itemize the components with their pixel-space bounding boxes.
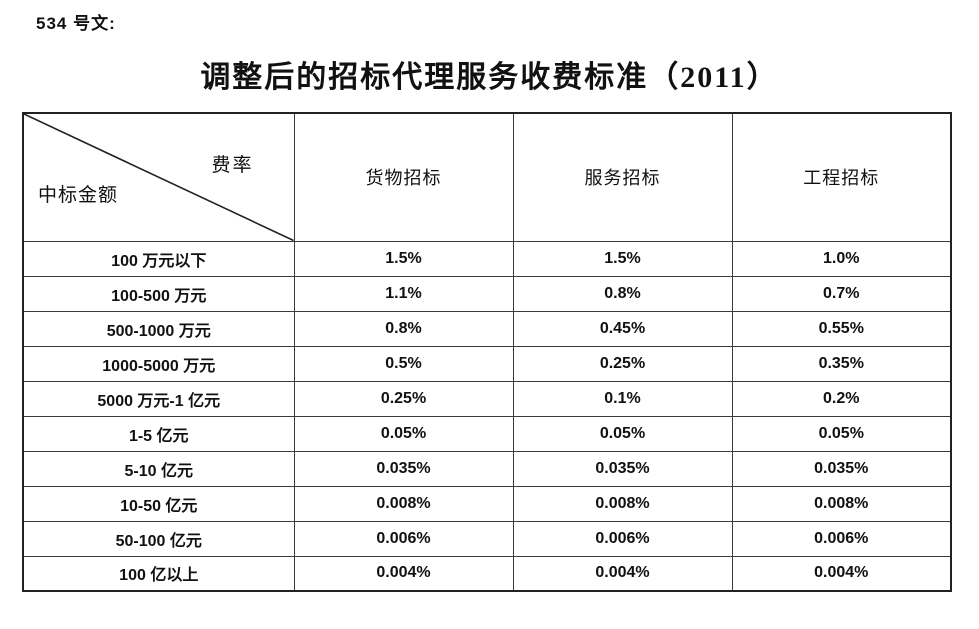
column-header-service: 服务招标: [512, 112, 733, 242]
table-row: 100 亿以上 0.004% 0.004% 0.004%: [22, 555, 952, 592]
rate-cell: 0.006%: [293, 520, 514, 557]
rate-cell: 0.008%: [512, 485, 733, 522]
fee-standard-table: 费率 中标金额 货物招标 服务招标 工程招标 100 万元以下 1.5% 1.5…: [22, 112, 952, 592]
rate-cell: 1.5%: [512, 240, 733, 277]
rate-cell: 0.008%: [293, 485, 514, 522]
rate-cell: 0.006%: [512, 520, 733, 557]
row-label: 1-5 亿元: [22, 415, 295, 452]
rate-cell: 0.004%: [512, 555, 733, 592]
diagonal-line: [24, 114, 294, 241]
rate-cell: 0.006%: [731, 520, 952, 557]
table-body: 100 万元以下 1.5% 1.5% 1.0% 100-500 万元 1.1% …: [22, 240, 952, 592]
rate-cell: 0.55%: [731, 310, 952, 347]
rate-cell: 0.5%: [293, 345, 514, 382]
rate-cell: 0.45%: [512, 310, 733, 347]
corner-label-bid-amount: 中标金额: [38, 184, 119, 206]
rate-cell: 0.004%: [731, 555, 952, 592]
diagonal-header-cell: 费率 中标金额: [22, 112, 295, 242]
table-row: 100 万元以下 1.5% 1.5% 1.0%: [22, 240, 952, 277]
row-label: 5000 万元-1 亿元: [22, 380, 295, 417]
rate-cell: 1.0%: [731, 240, 952, 277]
rate-cell: 0.25%: [512, 345, 733, 382]
rate-cell: 0.7%: [731, 275, 952, 312]
rate-cell: 1.1%: [293, 275, 514, 312]
rate-cell: 0.05%: [731, 415, 952, 452]
table-row: 50-100 亿元 0.006% 0.006% 0.006%: [22, 520, 952, 557]
rate-cell: 0.035%: [512, 450, 733, 487]
rate-cell: 0.1%: [512, 380, 733, 417]
rate-cell: 0.25%: [293, 380, 514, 417]
rate-cell: 0.2%: [731, 380, 952, 417]
rate-cell: 0.004%: [293, 555, 514, 592]
document-number-label: 534 号文:: [36, 14, 116, 33]
row-label: 10-50 亿元: [22, 485, 295, 522]
table-row: 1-5 亿元 0.05% 0.05% 0.05%: [22, 415, 952, 452]
rate-cell: 0.008%: [731, 485, 952, 522]
table-row: 500-1000 万元 0.8% 0.45% 0.55%: [22, 310, 952, 347]
corner-label-rate: 费率: [211, 155, 254, 176]
table-row: 100-500 万元 1.1% 0.8% 0.7%: [22, 275, 952, 312]
header-row: 费率 中标金额 货物招标 服务招标 工程招标: [22, 112, 952, 242]
rate-cell: 0.035%: [293, 450, 514, 487]
rate-cell: 0.35%: [731, 345, 952, 382]
table-row: 5-10 亿元 0.035% 0.035% 0.035%: [22, 450, 952, 487]
rate-cell: 0.05%: [512, 415, 733, 452]
rate-cell: 1.5%: [293, 240, 514, 277]
column-header-goods: 货物招标: [293, 112, 514, 242]
table-row: 10-50 亿元 0.008% 0.008% 0.008%: [22, 485, 952, 522]
row-label: 500-1000 万元: [22, 310, 295, 347]
row-label: 100-500 万元: [22, 275, 295, 312]
row-label: 1000-5000 万元: [22, 345, 295, 382]
table-header: 费率 中标金额 货物招标 服务招标 工程招标: [22, 112, 952, 242]
rate-cell: 0.8%: [512, 275, 733, 312]
rate-cell: 0.035%: [731, 450, 952, 487]
page-title: 调整后的招标代理服务收费标准（2011）: [200, 61, 779, 94]
row-label: 50-100 亿元: [22, 520, 295, 557]
table-row: 1000-5000 万元 0.5% 0.25% 0.35%: [22, 345, 952, 382]
row-label: 100 万元以下: [22, 240, 295, 277]
rate-cell: 0.8%: [293, 310, 514, 347]
row-label: 5-10 亿元: [22, 450, 295, 487]
rate-cell: 0.05%: [293, 415, 514, 452]
column-header-engineering: 工程招标: [731, 112, 952, 242]
table-row: 5000 万元-1 亿元 0.25% 0.1% 0.2%: [22, 380, 952, 417]
row-label: 100 亿以上: [22, 555, 295, 592]
